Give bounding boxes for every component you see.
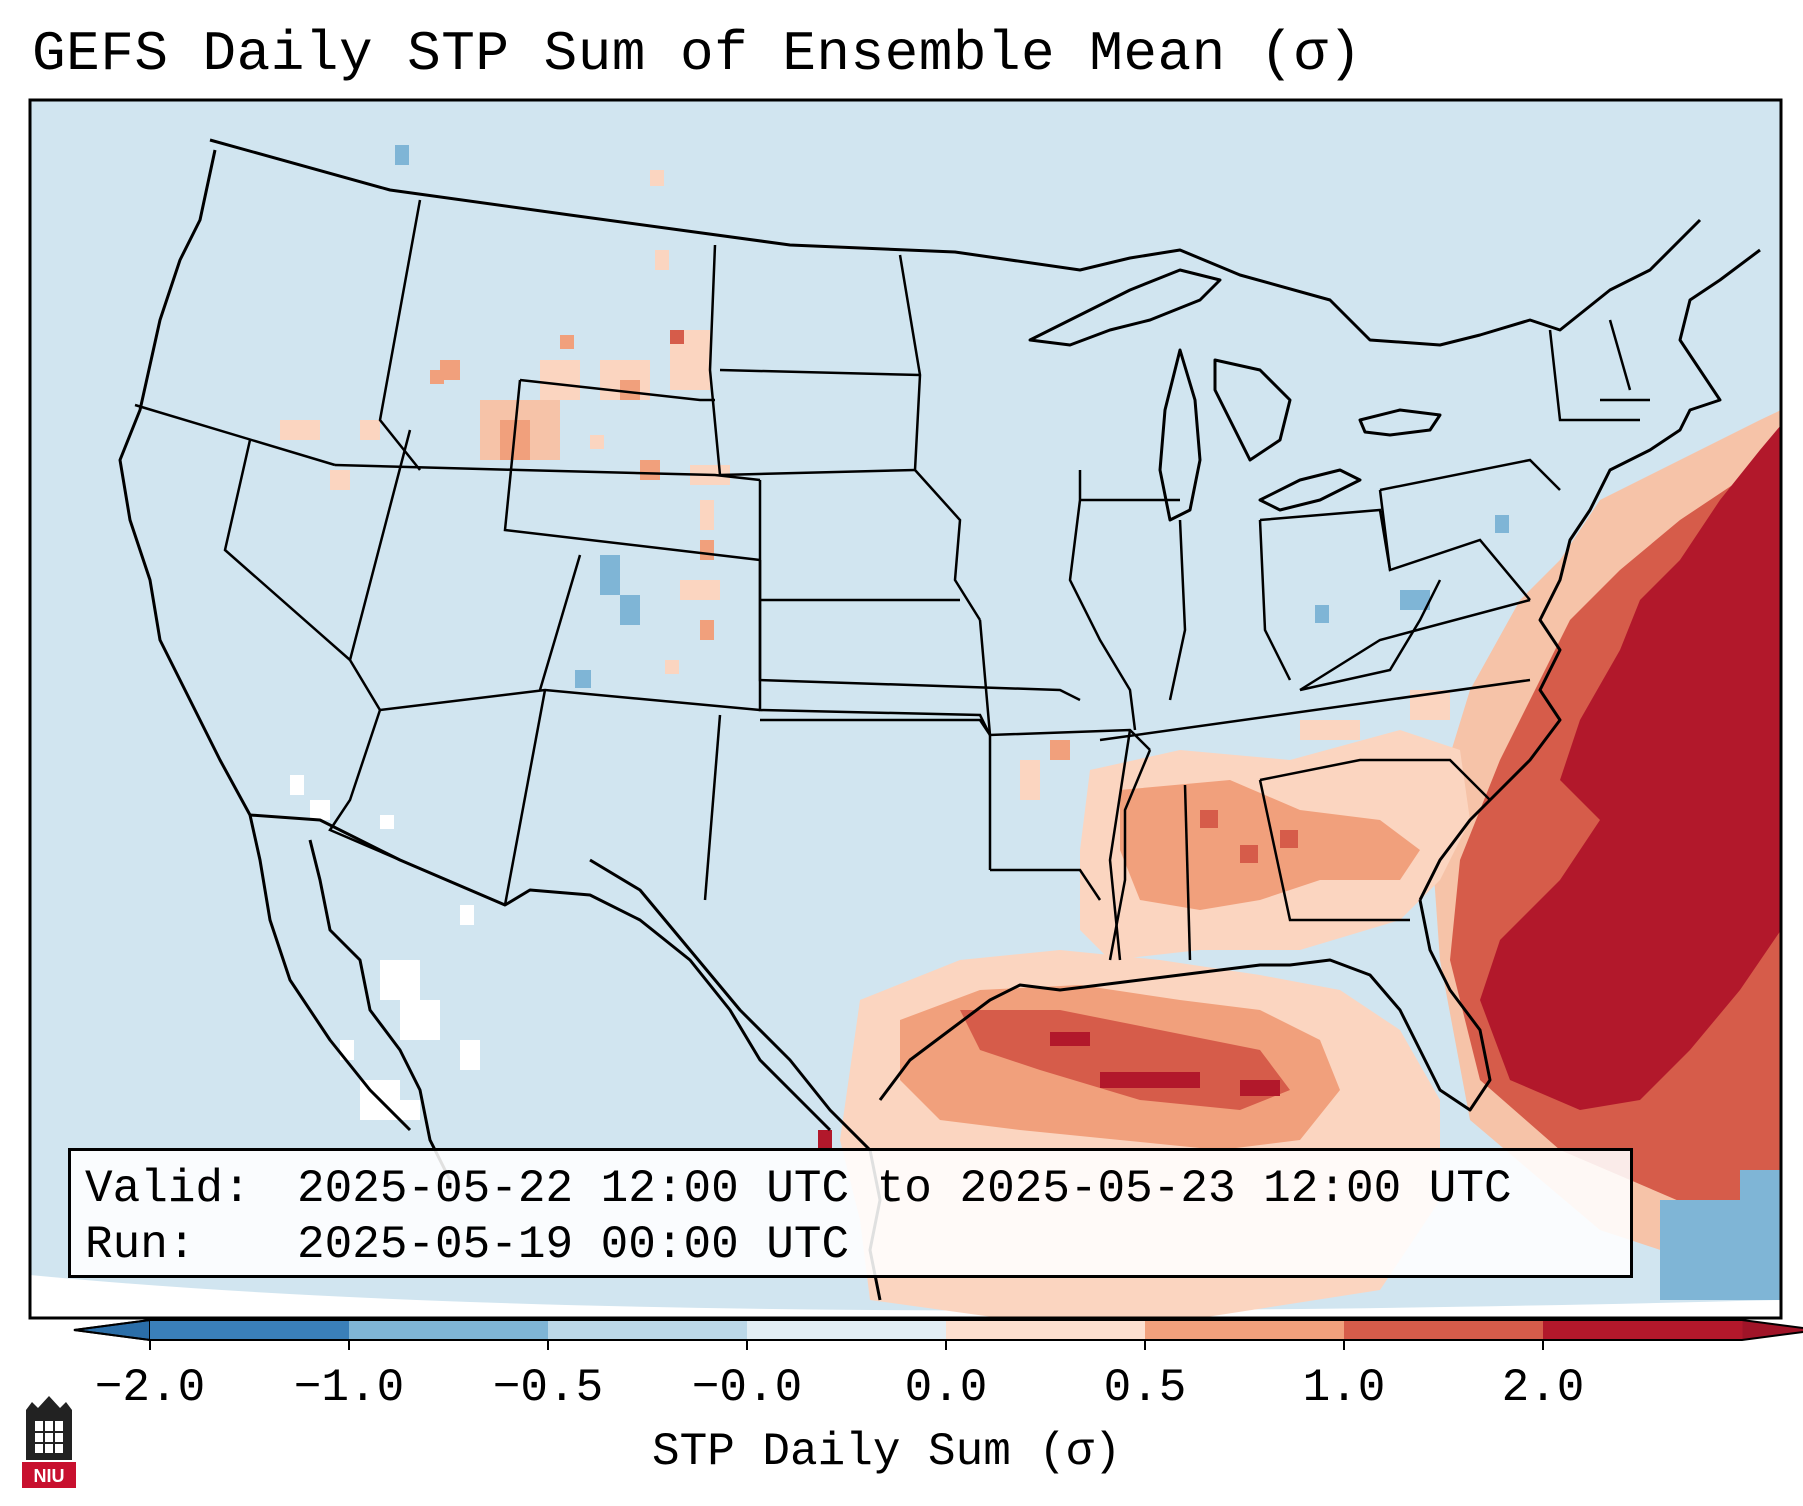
colorbar-label: STP Daily Sum (σ) [652,1426,1122,1478]
state-boundaries [134,199,1650,961]
map-boundaries [118,138,1761,1301]
stp-cell-negative [1495,515,1509,533]
colorbar [73,1318,1803,1350]
lake-ontario [1358,408,1442,437]
coast-baja [308,839,452,1181]
stp-cell [1240,845,1258,863]
stp-cell [1020,760,1040,800]
projection-edge [30,1275,1781,1318]
lake-superior [1028,268,1222,347]
colorbar-segment [548,1320,748,1340]
lake-huron [1213,358,1292,462]
lake-erie [1258,468,1362,512]
stp-cell [1100,1072,1200,1088]
valid-value: 2025-05-22 12:00 UTC to 2025-05-23 12:00… [297,1163,1512,1215]
colorbar-segment [747,1320,947,1340]
coast-pacific [118,149,412,1132]
stp-cell-negative [1315,605,1329,623]
colorbar-extend-low [73,1318,151,1342]
stp-cell-negative [395,145,409,165]
stp-region-atlantic-high [1480,425,1781,1110]
stp-rockies-cluster [280,170,730,674]
stp-cell-negative [1740,1170,1780,1200]
colorbar-extend-high [1742,1320,1803,1340]
run-label: Run: [85,1219,196,1271]
logo-text: NIU [34,1466,65,1486]
colorbar-segment [150,1320,350,1340]
chart-title: GEFS Daily STP Sum of Ensemble Mean (σ) [32,22,1363,86]
stp-cell [1300,720,1360,740]
colorbar-tick-label: 1.0 [1302,1362,1386,1414]
logo-badge [22,1462,76,1488]
stp-cell-negative [1660,1200,1780,1300]
lake-michigan [1158,348,1202,522]
colorbar-tick-label: −0.0 [691,1362,803,1414]
colorbar-tick-label: 2.0 [1501,1362,1585,1414]
run-row: Run: 2025-05-19 00:00 UTC [85,1217,1616,1273]
stp-cell [1050,740,1070,760]
run-value: 2025-05-19 00:00 UTC [297,1219,850,1271]
colorbar-segment [1344,1320,1544,1340]
stp-cell [1240,1080,1280,1096]
colorbar-tick-label: 0.0 [904,1362,988,1414]
stp-near-zero-cluster [290,775,480,1120]
colorbar-tick-label: −2.0 [94,1362,206,1414]
colorbar-tick-label: −0.5 [492,1362,604,1414]
colorbar-segment [349,1320,549,1340]
stp-cell-negative [620,595,640,625]
valid-label: Valid: [85,1163,251,1215]
colorbar-segment [1145,1320,1345,1340]
stp-region-gulf-high [960,1010,1290,1110]
stp-cell-negative [575,670,591,688]
stp-cell [1050,1032,1090,1046]
map-border [28,98,1783,1320]
border-canada-us [209,138,1702,347]
stp-cell-negative [600,555,620,595]
colorbar-outline [73,1319,1803,1341]
colorbar-tick-label: 0.5 [1103,1362,1187,1414]
coast-atlantic [1418,248,1761,901]
niu-logo: NIU [22,1396,76,1488]
info-box: Valid: 2025-05-22 12:00 UTC to 2025-05-23… [68,1148,1633,1278]
stp-cell [1200,810,1218,828]
colorbar-segment [946,1320,1146,1340]
stp-cell-negative [1400,590,1430,610]
stp-cell [818,1130,832,1148]
colorbar-segment [1543,1320,1743,1340]
valid-row: Valid: 2025-05-22 12:00 UTC to 2025-05-23… [85,1161,1616,1217]
colorbar-tick-label: −1.0 [293,1362,405,1414]
stp-cell [1280,830,1298,848]
stp-region-southeast-mid [1120,780,1420,910]
